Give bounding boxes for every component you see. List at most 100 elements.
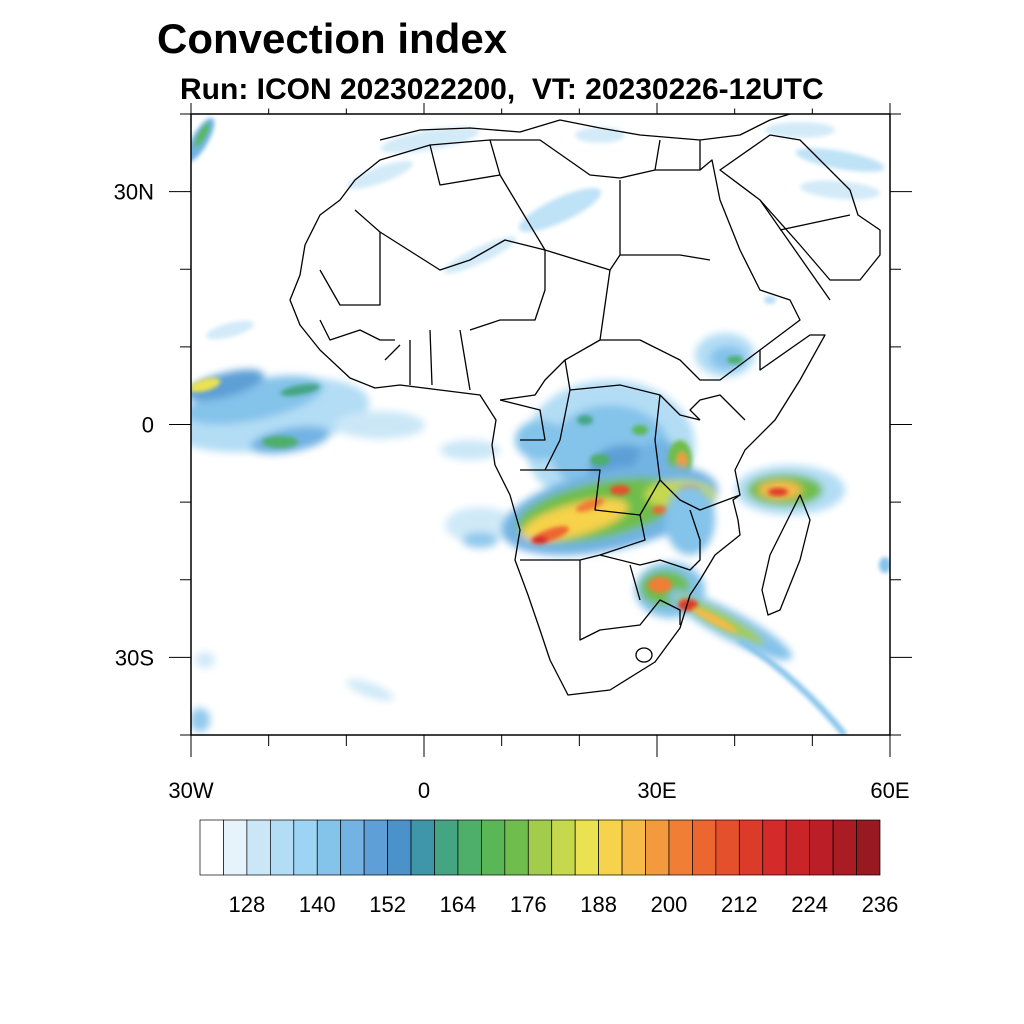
border (654, 394, 741, 511)
colorbar-cell (387, 819, 412, 876)
field-blob (800, 180, 880, 200)
field-blob (518, 188, 602, 232)
field-streak (738, 637, 848, 735)
colorbar-cell (692, 819, 717, 876)
colorbar-label: 236 (862, 892, 899, 917)
field-blob (692, 607, 738, 633)
border (629, 564, 641, 601)
colorbar-cell (363, 819, 388, 876)
colorbar-cell (598, 819, 623, 876)
arabia-coastline (719, 134, 881, 281)
field-blob (191, 369, 264, 401)
colorbar-cell (762, 819, 787, 876)
field-blob (648, 577, 672, 593)
madagascar-coastline (761, 494, 811, 616)
colorbar-cell (856, 819, 881, 876)
colorbar-cell (223, 819, 248, 876)
border (429, 144, 501, 186)
colorbar-cell (434, 819, 459, 876)
africa-coastline (289, 139, 826, 696)
border (689, 394, 746, 421)
colorbar-cell (551, 819, 576, 876)
field-blob (191, 377, 221, 393)
x-tick-label: 60E (870, 778, 909, 803)
map-axes: 30W 0 30E 60E 30N 0 30S (114, 103, 912, 803)
field-blob (532, 536, 548, 544)
colorbar-label: 224 (791, 892, 828, 917)
field-blob (577, 415, 593, 425)
field-blob (280, 383, 320, 397)
colorbar-label: 212 (721, 892, 758, 917)
y-tick-label: 30N (114, 180, 154, 205)
field-blob (440, 440, 500, 460)
field-blob (590, 454, 610, 466)
colorbar-cell (621, 819, 646, 876)
field-blob (191, 708, 210, 732)
x-tick-label: 30E (637, 778, 676, 803)
colorbar-cell (785, 819, 811, 876)
lesotho-border (635, 647, 653, 663)
field-blob (652, 506, 668, 514)
field-blob (575, 127, 625, 143)
field-blob (575, 498, 605, 512)
colorbar-cell (199, 819, 224, 876)
colorbar-label: 152 (369, 892, 406, 917)
field-blob (462, 532, 498, 548)
colorbar-cell (481, 819, 506, 876)
y-tick-label: 0 (142, 413, 154, 438)
field-blob (445, 507, 515, 543)
europe-coastline (379, 114, 791, 141)
chart-title: Convection index (157, 15, 508, 62)
border (579, 560, 681, 641)
colorbar-cell (504, 819, 529, 876)
coastlines (289, 114, 881, 696)
field-blob (727, 356, 743, 364)
border (499, 269, 611, 401)
colorbar-cell (832, 819, 857, 876)
colorbar-cell (645, 819, 670, 876)
field-blob (632, 425, 648, 435)
field-blob (380, 126, 480, 154)
border (564, 359, 701, 421)
colorbar-label: 164 (440, 892, 477, 917)
colorbar-cell (269, 819, 295, 876)
colorbar-cell (457, 819, 482, 876)
colorbar-label: 188 (580, 892, 617, 917)
border (600, 339, 761, 381)
field-blob (335, 411, 425, 439)
colorbar-cell (668, 819, 693, 876)
field-blob (765, 122, 835, 138)
colorbar-cell (738, 819, 764, 876)
border (499, 399, 546, 441)
field-blob (610, 485, 630, 495)
field-blob (205, 320, 255, 340)
colorbar-cell (316, 819, 342, 876)
colorbar-cell (574, 819, 599, 876)
border (759, 199, 851, 301)
border (545, 469, 661, 516)
colorbar-cell (715, 819, 740, 876)
field-blob (768, 488, 788, 496)
colorbar-label: 140 (299, 892, 336, 917)
colorbar-cell (340, 819, 365, 876)
chart-subtitle: Run: ICON 2023022200, VT: 20230226-12UTC (180, 73, 824, 106)
colorbar: 128 140 152 164 176 188 200 212 224 236 (199, 819, 899, 917)
border (319, 209, 381, 306)
colorbar-cell (527, 819, 553, 876)
colorbar-label: 200 (651, 892, 688, 917)
border (599, 509, 701, 571)
colorbar-cell (293, 819, 318, 876)
x-tick-label: 0 (418, 778, 430, 803)
field-blob (764, 296, 776, 304)
border (520, 389, 571, 471)
border (654, 139, 701, 171)
colorbar-cell (410, 819, 435, 876)
field-blob (195, 652, 215, 668)
y-tick-label: 30S (115, 645, 154, 670)
field-blob (678, 599, 698, 611)
field-blob (879, 557, 890, 573)
colorbar-label: 128 (229, 892, 266, 917)
colorbar-cell (809, 819, 834, 876)
field-blob (262, 436, 298, 448)
